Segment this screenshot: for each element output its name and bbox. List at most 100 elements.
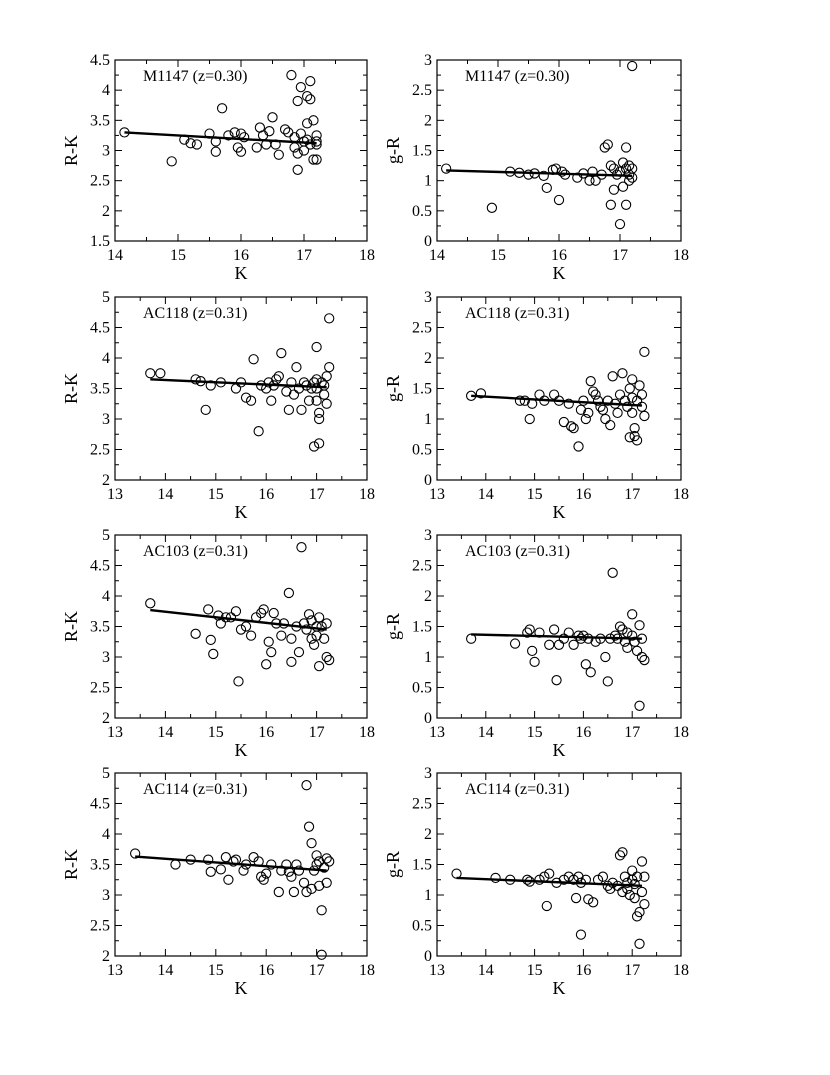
data-point <box>286 656 297 668</box>
data-point <box>523 169 534 180</box>
y-tick-label: 3 <box>102 143 110 160</box>
data-point <box>612 407 623 419</box>
data-point <box>240 859 252 870</box>
y-axis-label: g-R <box>383 851 403 878</box>
x-tick-label: 15 <box>527 486 543 503</box>
x-axis-label: K <box>235 263 248 283</box>
y-tick-label: 1.5 <box>412 381 432 398</box>
data-point <box>617 157 629 168</box>
data-point <box>190 628 201 639</box>
data-point <box>529 656 540 668</box>
data-point <box>308 115 319 126</box>
x-axis-label: K <box>553 263 566 283</box>
data-point <box>305 94 316 105</box>
x-axis-label: K <box>553 502 566 522</box>
data-point <box>185 854 196 865</box>
y-tick-label: 3 <box>424 289 432 306</box>
data-point <box>276 865 287 876</box>
y-tick-label: 1 <box>424 887 432 904</box>
data-point <box>245 395 257 406</box>
data-point <box>205 634 216 646</box>
data-point <box>607 567 618 578</box>
data-point <box>505 874 516 885</box>
data-point <box>289 142 300 153</box>
data-point <box>308 377 320 388</box>
data-point <box>324 313 335 324</box>
y-tick-label: 4.5 <box>90 558 110 575</box>
data-point <box>306 615 317 626</box>
data-point <box>306 838 317 849</box>
data-point <box>215 864 226 875</box>
data-point <box>534 389 545 400</box>
data-point <box>311 859 322 870</box>
data-point <box>627 609 638 620</box>
data-point <box>245 630 257 641</box>
data-point <box>266 859 277 870</box>
data-point <box>620 163 632 174</box>
panel-2: 14 15 16 17 18 0 0.5 1 1.5 2 2.5 3 Kg-R M1147 (z=0.30… <box>383 52 689 283</box>
data-point <box>268 380 279 391</box>
data-point <box>566 421 577 432</box>
y-tick-label: 5 <box>102 289 110 306</box>
y-tick-label: 2.5 <box>412 796 432 813</box>
data-point <box>636 389 648 400</box>
data-point <box>130 848 141 859</box>
data-point <box>608 163 620 174</box>
y-tick-label: 2 <box>424 350 432 367</box>
y-tick-label: 1.5 <box>90 233 110 250</box>
data-point <box>614 850 626 861</box>
x-tick-label: 16 <box>575 486 591 503</box>
y-tick-label: 3.5 <box>90 619 110 636</box>
y-tick-label: 2.5 <box>90 442 110 459</box>
panel-annotation: AC103 (z=0.31) <box>465 543 570 560</box>
data-point <box>313 438 325 449</box>
data-point <box>605 199 616 210</box>
data-point <box>283 404 295 415</box>
x-tick-label: 17 <box>624 962 640 979</box>
data-point <box>624 169 635 180</box>
data-point <box>585 667 596 678</box>
data-point <box>624 432 635 443</box>
data-point <box>311 850 322 861</box>
y-tick-label: 4 <box>102 826 110 843</box>
data-point <box>258 874 269 885</box>
fit-line <box>150 608 327 631</box>
data-point <box>195 376 206 387</box>
data-point <box>529 168 540 179</box>
data-point <box>524 876 535 887</box>
data-point <box>524 624 535 635</box>
data-point <box>639 654 650 666</box>
data-point <box>611 169 623 180</box>
data-point <box>298 377 310 388</box>
y-tick-label: 2 <box>424 826 432 843</box>
data-point <box>233 676 244 687</box>
data-point <box>321 398 332 409</box>
data-point <box>190 374 201 385</box>
data-point <box>253 856 264 867</box>
data-point <box>273 149 284 160</box>
panel-1: 14 15 16 17 18 1.5 2 2.5 3 3.5 4 4.5 K R-K M1147 (z=0.… <box>61 52 375 283</box>
data-point <box>634 380 645 391</box>
data-point <box>119 127 130 138</box>
data-point <box>256 871 267 882</box>
fit-line <box>456 876 643 888</box>
data-point <box>587 166 598 177</box>
data-point <box>607 371 618 382</box>
y-axis-label: R-K <box>61 373 81 404</box>
data-point <box>279 124 291 135</box>
data-point <box>311 139 322 150</box>
panel-annotation: AC114 (z=0.31) <box>465 781 569 798</box>
data-point <box>296 404 307 415</box>
data-point <box>595 633 606 644</box>
data-point <box>286 69 297 81</box>
data-point <box>270 139 281 150</box>
y-tick-label: 2.5 <box>412 320 432 337</box>
y-tick-label: 0 <box>424 233 432 250</box>
data-point <box>306 633 317 644</box>
x-tick-label: 14 <box>157 724 173 741</box>
data-point <box>544 639 555 650</box>
x-tick-label: 13 <box>429 962 445 979</box>
data-point <box>319 633 330 644</box>
data-point <box>311 630 322 641</box>
data-point <box>298 145 310 156</box>
